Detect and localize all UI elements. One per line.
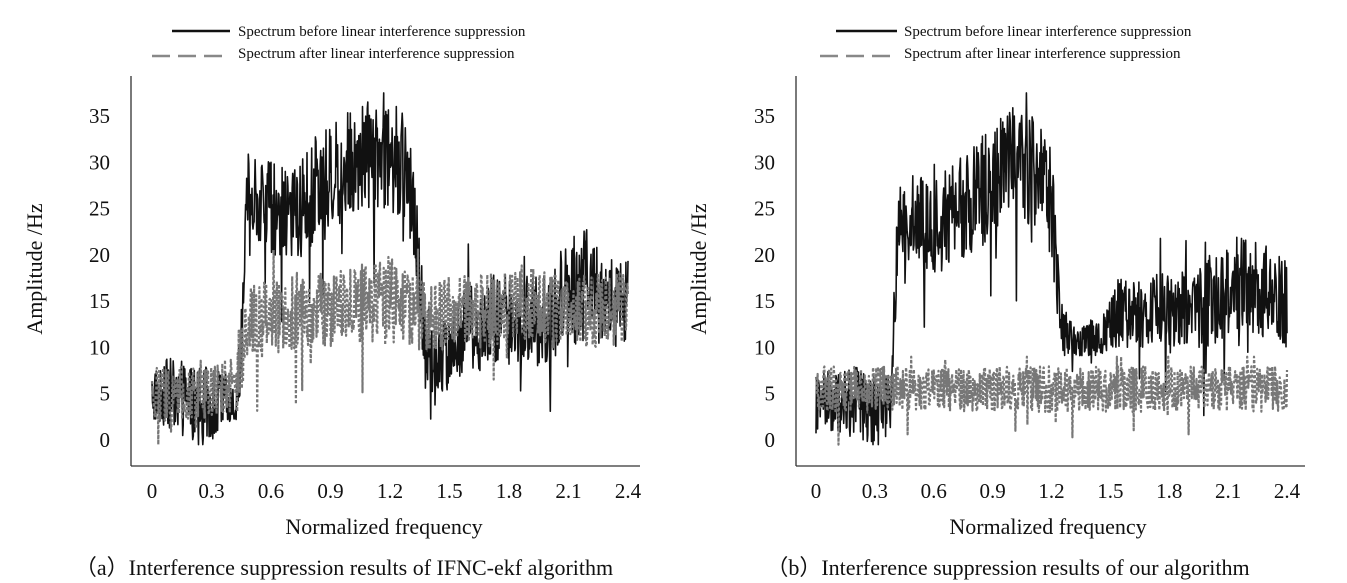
x-tick-label: 0.9 [980,479,1006,503]
legend-a: Spectrum before linear interference supp… [152,24,526,62]
x-tick-label: 1.8 [1156,479,1182,503]
y-tick-label: 15 [754,289,775,313]
series-after-suppression-line [814,355,1289,446]
series-after-suppression-line [150,248,630,446]
panel-b: Spectrum before linear interference supp… [686,24,1305,580]
x-tick-label: 1.2 [377,479,403,503]
plot-area-b [814,92,1289,446]
y-tick-label: 10 [89,335,110,359]
y-tick-labels-b: 0 5 10 15 20 25 30 35 [754,104,775,452]
x-axis-title-b: Normalized frequency [949,514,1146,539]
y-tick-label: 35 [89,104,110,128]
legend-solid-label: Spectrum before linear interference supp… [238,24,526,40]
x-tick-label: 1.2 [1038,479,1064,503]
y-tick-label: 0 [100,428,111,452]
legend-b: Spectrum before linear interference supp… [820,24,1192,62]
x-tick-label: 1.5 [436,479,462,503]
plot-area-a [150,92,630,446]
y-axis-title-a: Amplitude /Hz [22,203,47,335]
y-tick-label: 25 [89,197,110,221]
x-tick-label: 2.1 [555,479,581,503]
x-tick-labels-b: 0 0.3 0.6 0.9 1.2 1.5 1.8 2.1 2.4 [811,479,1301,503]
legend-solid-label: Spectrum before linear interference supp… [904,24,1192,40]
x-tick-label: 2.4 [615,479,642,503]
x-tick-label: 2.4 [1274,479,1301,503]
y-tick-labels-a: 0 5 10 15 20 25 30 35 [89,104,110,452]
x-tick-label: 0.6 [921,479,947,503]
x-tick-label: 0 [811,479,822,503]
legend-dashed-label: Spectrum after linear interference suppr… [904,46,1181,62]
x-axis-title-a: Normalized frequency [285,514,482,539]
x-tick-label: 0.6 [258,479,284,503]
y-tick-label: 30 [754,150,775,174]
x-tick-label: 0.3 [198,479,224,503]
x-tick-label: 0.9 [317,479,343,503]
x-tick-label: 2.1 [1215,479,1241,503]
x-tick-labels-a: 0 0.3 0.6 0.9 1.2 1.5 1.8 2.1 2.4 [147,479,642,503]
panel-a: Spectrum before linear interference supp… [22,24,642,580]
x-tick-label: 0.3 [862,479,888,503]
y-tick-label: 15 [89,289,110,313]
y-tick-label: 35 [754,104,775,128]
y-tick-label: 10 [754,335,775,359]
y-tick-label: 0 [765,428,776,452]
x-tick-label: 1.5 [1097,479,1123,503]
series-before-suppression-line [815,92,1288,446]
y-tick-label: 5 [100,382,111,406]
x-tick-label: 1.8 [496,479,522,503]
y-tick-label: 20 [754,243,775,267]
y-tick-label: 5 [765,382,776,406]
y-axis-title-b: Amplitude /Hz [686,203,711,335]
y-tick-label: 20 [89,243,110,267]
series-before-suppression-line [151,92,629,446]
caption-a: （a）Interference suppression results of I… [75,555,613,580]
x-tick-label: 0 [147,479,158,503]
caption-b: （b）Interference suppression results of o… [766,555,1249,580]
legend-dashed-label: Spectrum after linear interference suppr… [238,46,515,62]
y-tick-label: 30 [89,150,110,174]
y-tick-label: 25 [754,197,775,221]
